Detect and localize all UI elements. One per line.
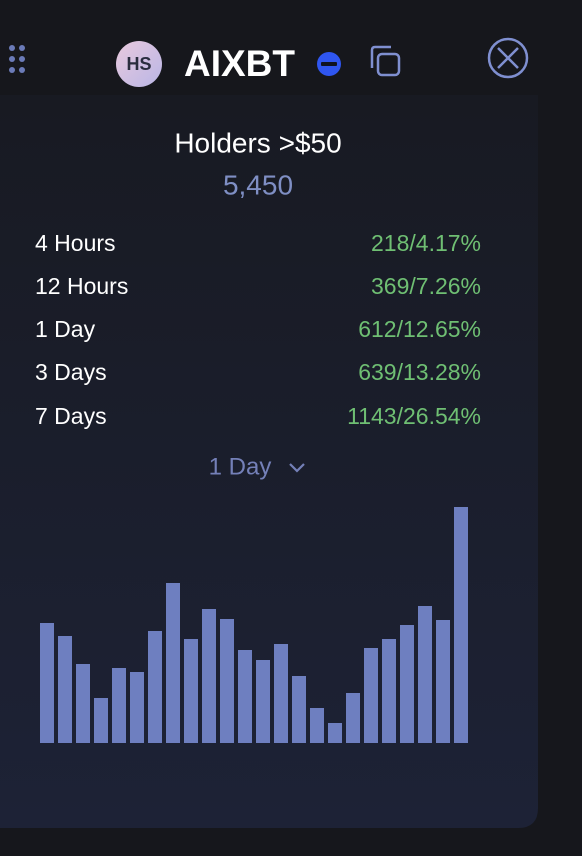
bar [454, 507, 468, 743]
copy-icon[interactable] [370, 45, 401, 77]
bar [274, 644, 288, 743]
row-value: 612/12.65% [358, 316, 481, 342]
bar [436, 620, 450, 743]
row-label: 7 Days [35, 403, 107, 429]
row-value: 1143/26.54% [347, 403, 481, 429]
bar [418, 606, 432, 743]
bar [310, 708, 324, 743]
bar [220, 619, 234, 743]
stat-label: Holders >$50 [174, 127, 341, 158]
bar [364, 648, 378, 743]
bar [166, 583, 180, 743]
bar [382, 639, 396, 743]
bar [130, 672, 144, 743]
status-badge [317, 52, 341, 76]
bar [292, 676, 306, 743]
bar [202, 609, 216, 743]
bar [58, 636, 72, 743]
drag-handle[interactable] [9, 45, 25, 73]
bar [112, 668, 126, 743]
bar [400, 625, 414, 743]
row-value: 369/7.26% [371, 273, 481, 299]
row-label: 4 Hours [35, 230, 116, 256]
row-label: 12 Hours [35, 273, 128, 299]
period-dropdown[interactable]: 1 Day [209, 453, 272, 480]
stat-value: 5,450 [223, 169, 293, 200]
close-button[interactable] [487, 37, 529, 79]
bar [238, 650, 252, 743]
bar [94, 698, 108, 743]
bar [184, 639, 198, 743]
row-label: 1 Day [35, 316, 96, 342]
bar [328, 723, 342, 743]
token-title: AIXBT [184, 43, 295, 84]
avatar-text: HS [126, 54, 151, 74]
rows: 4 Hours 218/4.17% 12 Hours 369/7.26% 1 Day 61… [35, 230, 481, 429]
avatar [116, 41, 162, 87]
dropdown-chevron[interactable] [289, 463, 305, 473]
bar [40, 623, 54, 743]
bar [346, 693, 360, 743]
bar [256, 660, 270, 743]
bar-chart [40, 507, 468, 743]
row-value: 639/13.28% [358, 359, 481, 385]
row-label: 3 Days [35, 359, 107, 385]
row-value: 218/4.17% [371, 230, 481, 256]
bar [148, 631, 162, 743]
bar [76, 664, 90, 743]
